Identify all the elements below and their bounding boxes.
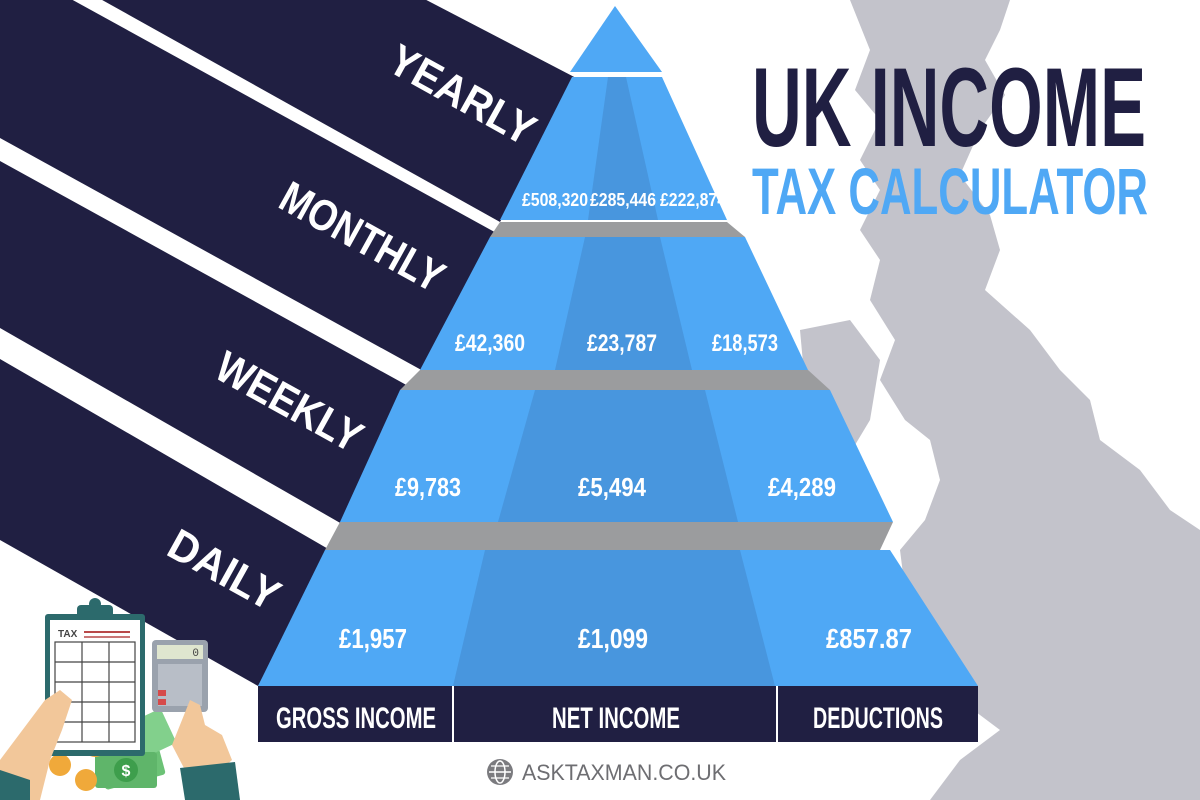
band-monthly (0, 0, 500, 372)
value-yearly-deductions: £222,874 (660, 190, 726, 210)
clipboard-label: TAX (58, 629, 78, 640)
column-header-bar: GROSS INCOME NET INCOME DEDUCTIONS (258, 686, 978, 742)
value-yearly-gross: £508,320 (522, 190, 588, 210)
slab-1 (490, 222, 745, 237)
value-monthly-net: £23,787 (587, 330, 657, 357)
tier-weekly-middle (498, 390, 738, 522)
period-bands (0, 0, 580, 686)
value-monthly-deductions: £18,573 (712, 330, 778, 357)
value-monthly-gross: £42,360 (455, 330, 525, 357)
tier-daily-middle (453, 550, 775, 686)
globe-icon (487, 759, 513, 785)
value-weekly-deductions: £4,289 (768, 472, 836, 502)
value-yearly-net: £285,446 (590, 190, 656, 210)
value-weekly-gross: £9,783 (395, 472, 461, 502)
band-yearly (102, 0, 580, 222)
pyramid-tip (570, 6, 662, 72)
slab-3 (325, 522, 893, 550)
clipboard-icon: TAX (45, 598, 145, 756)
pyramid (258, 6, 978, 686)
title-line1: UK INCOME (752, 45, 1146, 170)
value-daily-deductions: £857.87 (826, 623, 912, 654)
value-daily-gross: £1,957 (339, 623, 407, 654)
values: £508,320 £285,446 £222,874 £42,360 £23,7… (339, 190, 912, 654)
header-bar-bg (258, 686, 978, 742)
column-gross-income: GROSS INCOME (276, 702, 436, 735)
svg-text:$: $ (122, 763, 131, 780)
website-link[interactable]: ASKTAXMAN.CO.UK (487, 759, 726, 785)
slab-2 (400, 370, 830, 390)
hands-icon (0, 690, 240, 800)
column-net-income: NET INCOME (552, 702, 680, 735)
column-deductions: DEDUCTIONS (813, 702, 943, 735)
band-weekly (0, 161, 410, 524)
tax-calculator-illustration: $ TAX 0 (0, 598, 240, 800)
calculator-display: 0 (192, 648, 199, 660)
value-daily-net: £1,099 (578, 623, 648, 654)
tier-monthly-middle (555, 237, 692, 370)
value-weekly-net: £5,494 (578, 472, 646, 502)
website-text[interactable]: ASKTAXMAN.CO.UK (522, 760, 726, 785)
title-line2: TAX CALCULATOR (752, 154, 1148, 228)
tier-yearly-middle (588, 77, 658, 220)
band-daily (0, 359, 330, 686)
calculator-icon: 0 (152, 640, 208, 712)
uk-map-silhouette (850, 0, 1200, 800)
